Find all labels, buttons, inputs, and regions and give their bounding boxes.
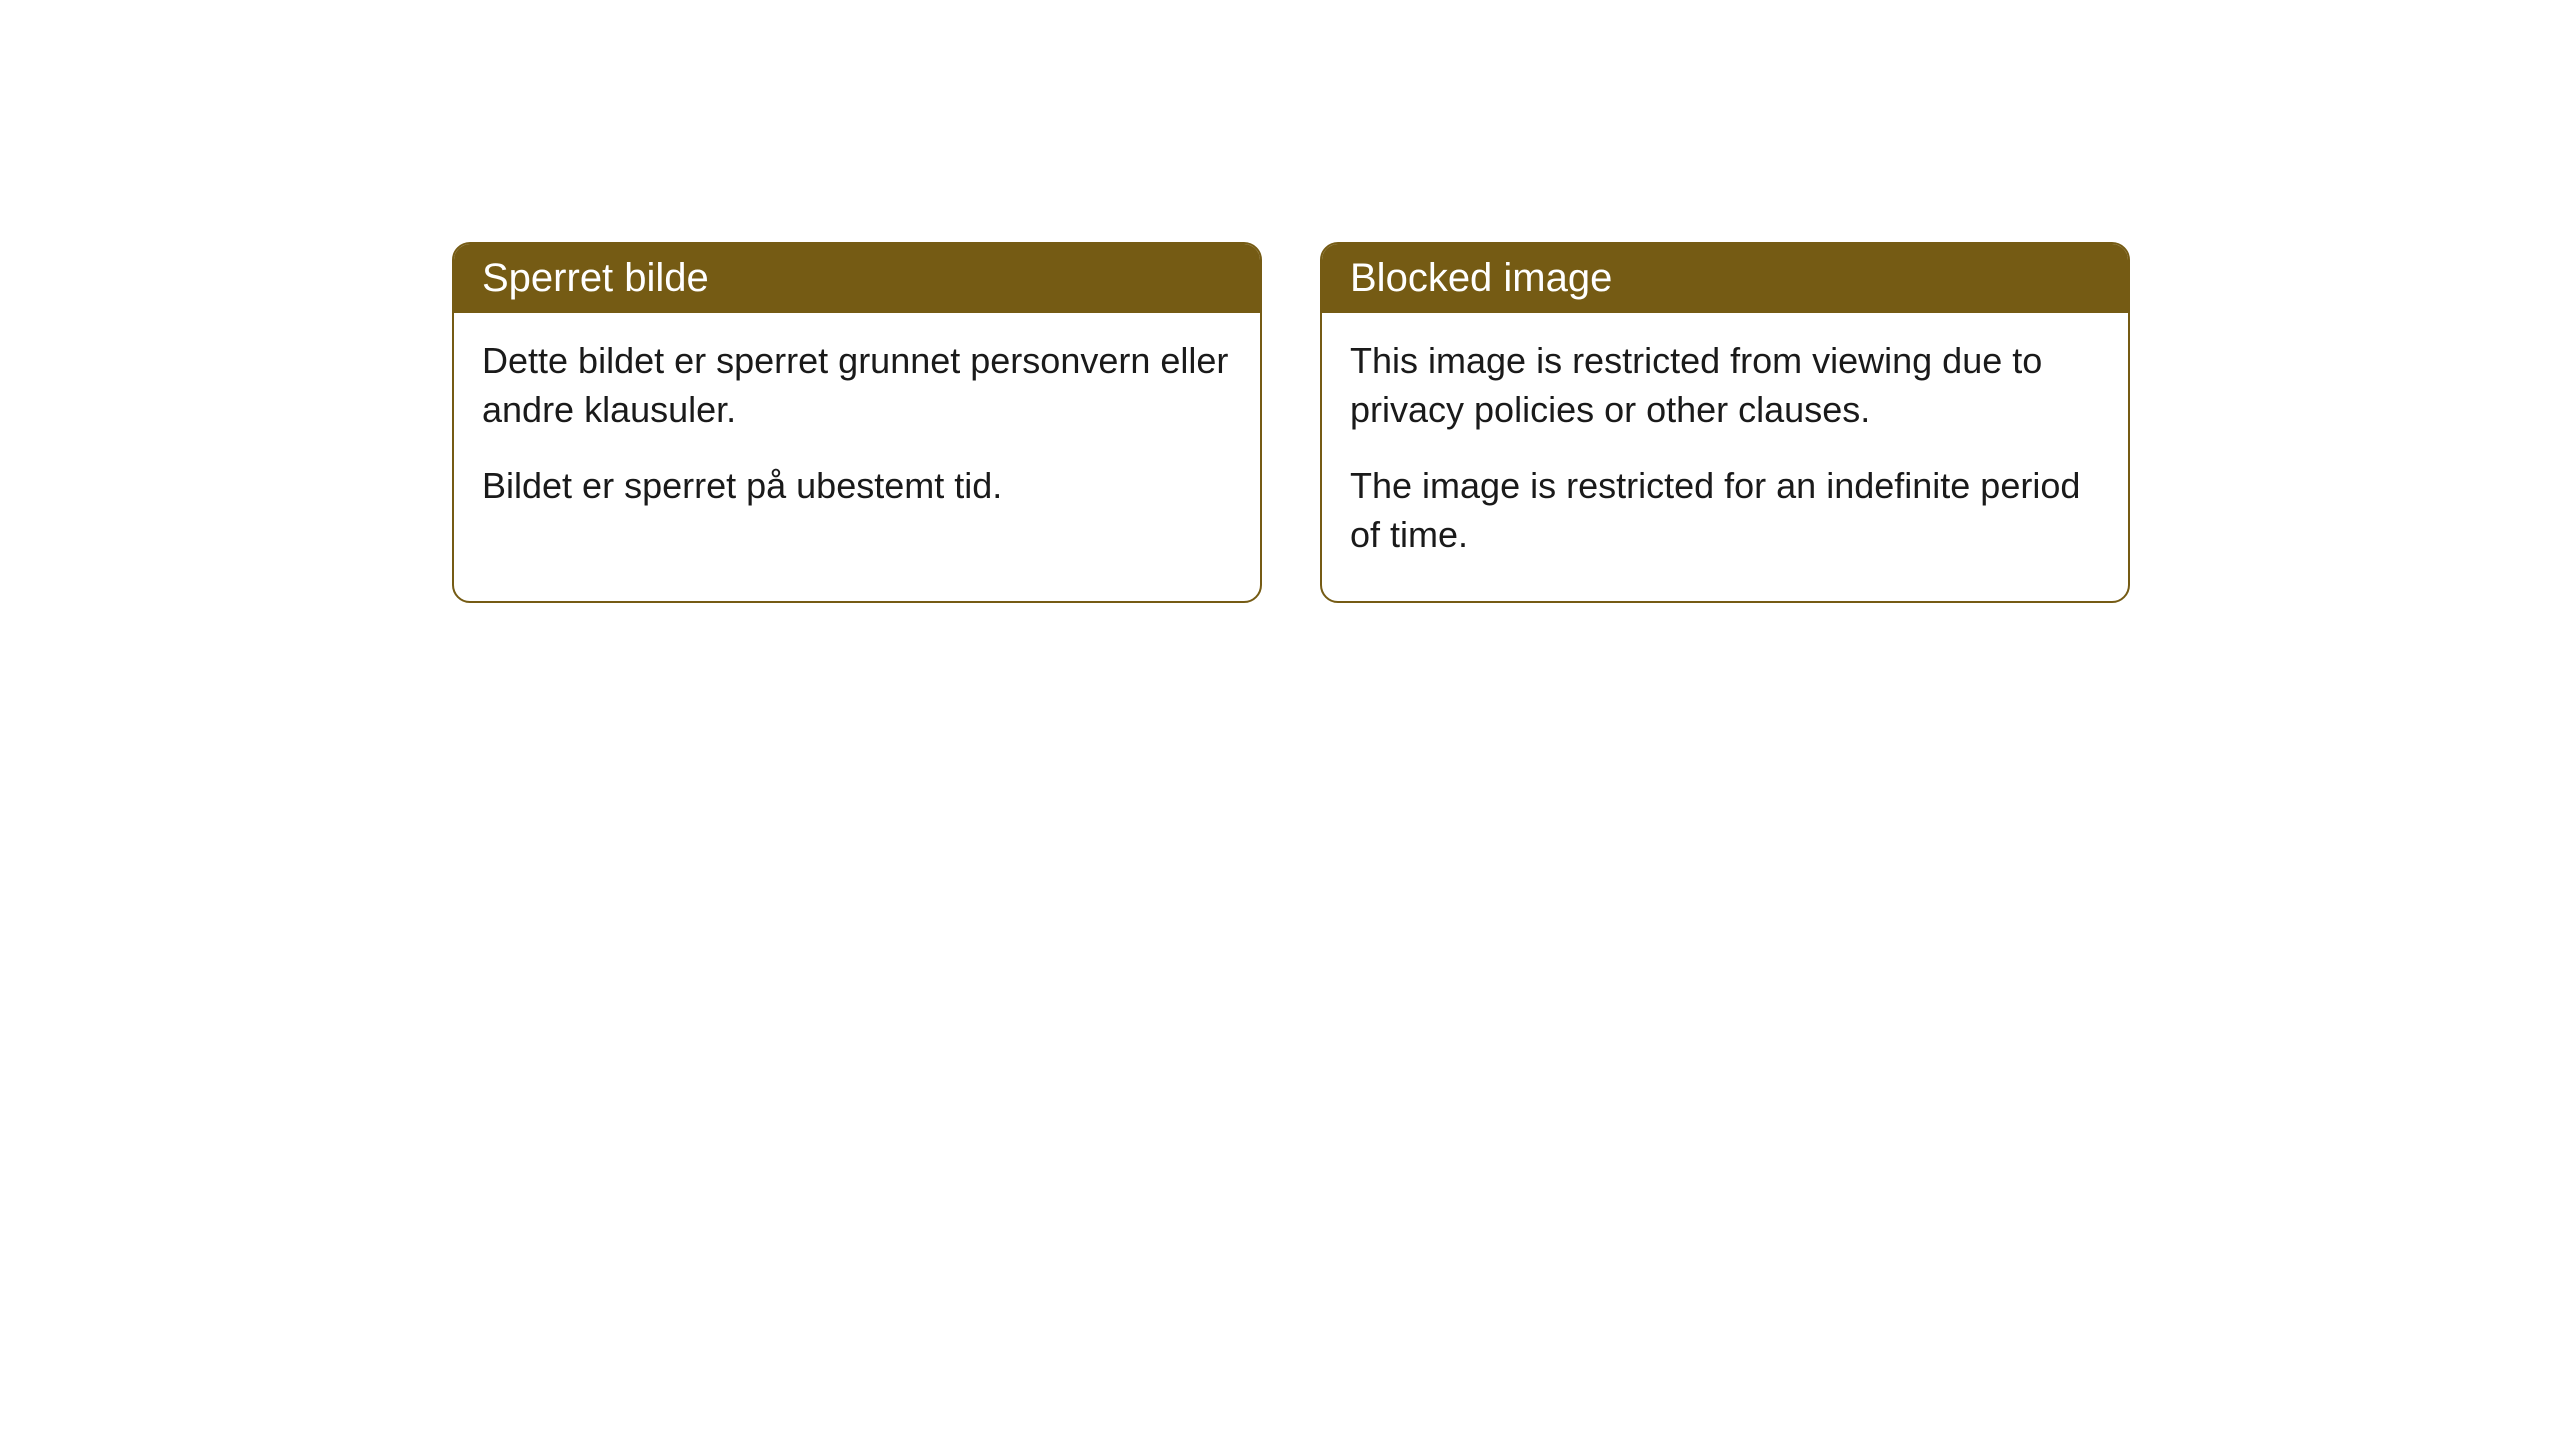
card-header: Sperret bilde xyxy=(454,244,1260,313)
card-paragraph: Dette bildet er sperret grunnet personve… xyxy=(482,337,1232,434)
notice-card-norwegian: Sperret bilde Dette bildet er sperret gr… xyxy=(452,242,1262,603)
card-paragraph: The image is restricted for an indefinit… xyxy=(1350,462,2100,559)
notice-card-english: Blocked image This image is restricted f… xyxy=(1320,242,2130,603)
card-header: Blocked image xyxy=(1322,244,2128,313)
card-body: Dette bildet er sperret grunnet personve… xyxy=(454,313,1260,553)
card-paragraph: This image is restricted from viewing du… xyxy=(1350,337,2100,434)
card-title: Blocked image xyxy=(1350,256,1612,300)
card-paragraph: Bildet er sperret på ubestemt tid. xyxy=(482,462,1232,511)
card-body: This image is restricted from viewing du… xyxy=(1322,313,2128,601)
card-title: Sperret bilde xyxy=(482,256,709,300)
notice-container: Sperret bilde Dette bildet er sperret gr… xyxy=(452,242,2130,603)
